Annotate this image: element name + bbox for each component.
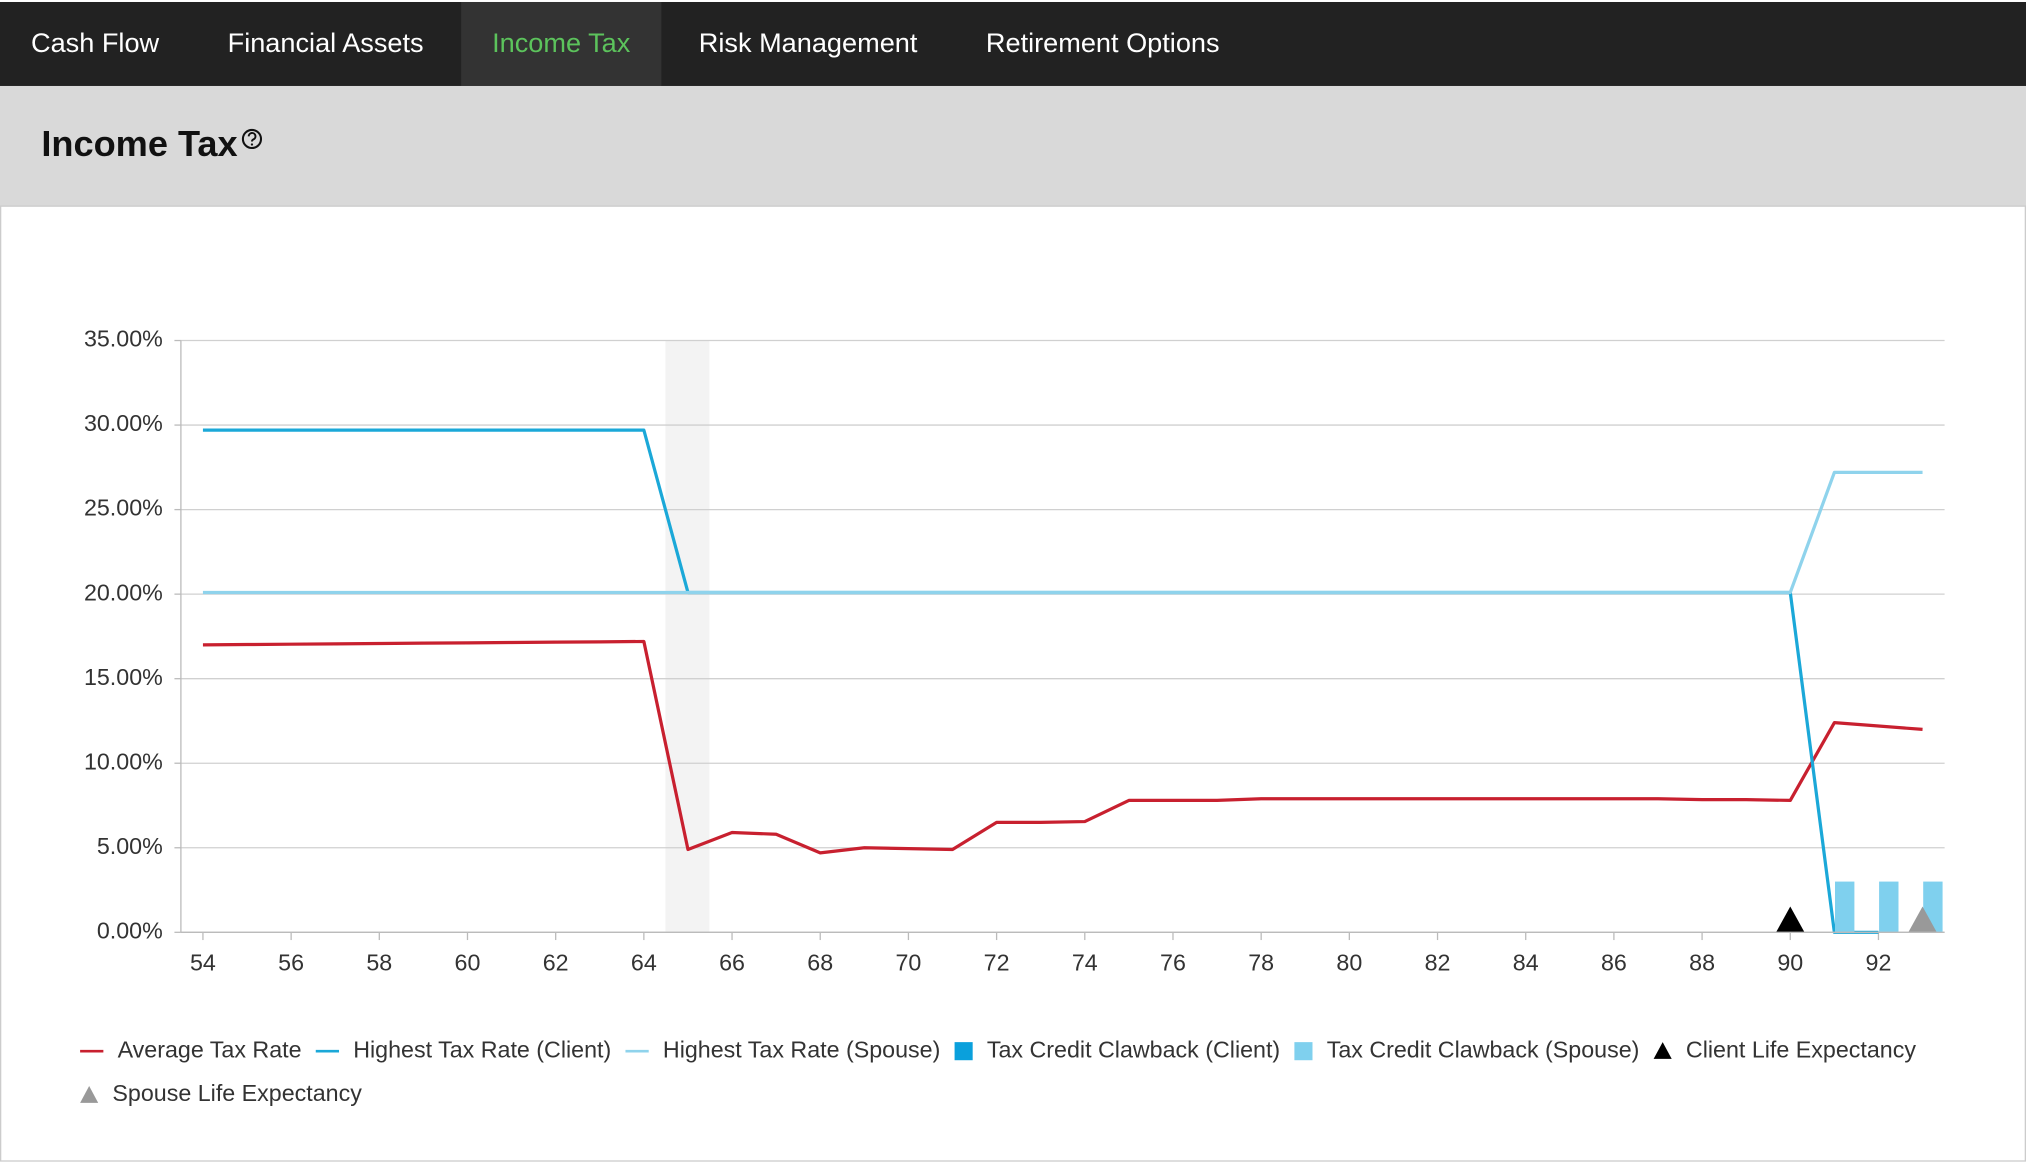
x-tick-label: 60 xyxy=(455,950,481,976)
x-tick-label: 74 xyxy=(1072,950,1098,976)
bar xyxy=(1835,881,1855,933)
x-tick-label: 70 xyxy=(895,950,921,976)
legend-item[interactable]: Highest Tax Rate (Spouse) xyxy=(625,1036,940,1062)
help-icon[interactable] xyxy=(241,128,263,150)
nav-tab-bg xyxy=(461,1,662,86)
legend-swatch xyxy=(1294,1042,1313,1061)
header-bar xyxy=(0,85,2026,207)
legend-label: Average Tax Rate xyxy=(118,1036,302,1062)
chart-panel xyxy=(0,205,2026,1162)
life-marker xyxy=(1908,906,1937,933)
y-tick-label: 20.00% xyxy=(84,579,163,605)
plot: 0.00% 5.00% 10.00% 15.00% 20.00% 25.00% 30.00%… xyxy=(80,326,1945,1106)
nav-tab[interactable]: Income Tax xyxy=(492,27,631,58)
legend-label: Highest Tax Rate (Spouse) xyxy=(663,1036,940,1062)
x-tick-label: 72 xyxy=(984,950,1010,976)
hover-band xyxy=(665,340,710,933)
x-tick-label: 66 xyxy=(719,950,745,976)
x-tick-label: 86 xyxy=(1601,950,1627,976)
legend-label: Tax Credit Clawback (Spouse) xyxy=(1327,1036,1640,1062)
legend-item[interactable]: Average Tax Rate xyxy=(80,1036,302,1062)
nav-tab[interactable]: Risk Management xyxy=(699,27,918,58)
legend-swatch xyxy=(954,1042,973,1061)
bar xyxy=(1879,881,1899,933)
legend-item[interactable]: Highest Tax Rate (Client) xyxy=(315,1036,611,1062)
x-tick-label: 80 xyxy=(1336,950,1362,976)
line-series xyxy=(202,639,1923,855)
x-tick-label: 58 xyxy=(366,950,392,976)
x-tick-label: 54 xyxy=(190,950,216,976)
nav-tabs: Cash Flow Financial Assets Income Tax Risk … xyxy=(31,1,1220,86)
legend-item[interactable]: Client Life Expectancy xyxy=(1653,1036,1917,1062)
legend-label: Tax Credit Clawback (Client) xyxy=(987,1036,1280,1062)
x-tick-label: 56 xyxy=(278,950,304,976)
legend-swatch xyxy=(80,1086,99,1103)
legend-item[interactable]: Spouse Life Expectancy xyxy=(80,1080,362,1106)
x-tick-label: 62 xyxy=(543,950,569,976)
x-tick-label: 78 xyxy=(1248,950,1274,976)
nav-tab[interactable]: Financial Assets xyxy=(228,27,424,58)
nav-tab[interactable]: Cash Flow xyxy=(31,27,160,58)
line-series xyxy=(202,470,1923,595)
x-tick-label: 92 xyxy=(1866,950,1892,976)
x-tick-label: 88 xyxy=(1689,950,1715,976)
nav-tab[interactable]: Retirement Options xyxy=(986,27,1220,58)
x-tick-label: 82 xyxy=(1425,950,1451,976)
life-marker xyxy=(1776,906,1805,933)
page-title: Income Tax xyxy=(41,123,237,164)
x-tick-label: 64 xyxy=(631,950,657,976)
y-tick-label: 35.00% xyxy=(84,326,163,352)
nav-bar xyxy=(0,1,2026,86)
line-series xyxy=(202,428,1879,934)
y-tick-label: 25.00% xyxy=(84,495,163,521)
x-tick-label: 84 xyxy=(1513,950,1539,976)
legend-item[interactable]: Tax Credit Clawback (Spouse) xyxy=(1294,1036,1639,1062)
legend-item[interactable]: Tax Credit Clawback (Client) xyxy=(954,1036,1281,1062)
legend-label: Highest Tax Rate (Client) xyxy=(353,1036,611,1062)
y-tick-label: 0.00% xyxy=(97,917,163,943)
y-tick-label: 10.00% xyxy=(84,748,163,774)
y-tick-label: 30.00% xyxy=(84,410,163,436)
legend-label: Spouse Life Expectancy xyxy=(112,1080,362,1106)
y-tick-label: 15.00% xyxy=(84,664,163,690)
x-tick-label: 68 xyxy=(807,950,833,976)
y-tick-label: 5.00% xyxy=(97,833,163,859)
legend-swatch xyxy=(1653,1042,1672,1059)
x-tick-label: 76 xyxy=(1160,950,1186,976)
legend-label: Client Life Expectancy xyxy=(1686,1036,1916,1062)
x-tick-label: 90 xyxy=(1777,950,1803,976)
